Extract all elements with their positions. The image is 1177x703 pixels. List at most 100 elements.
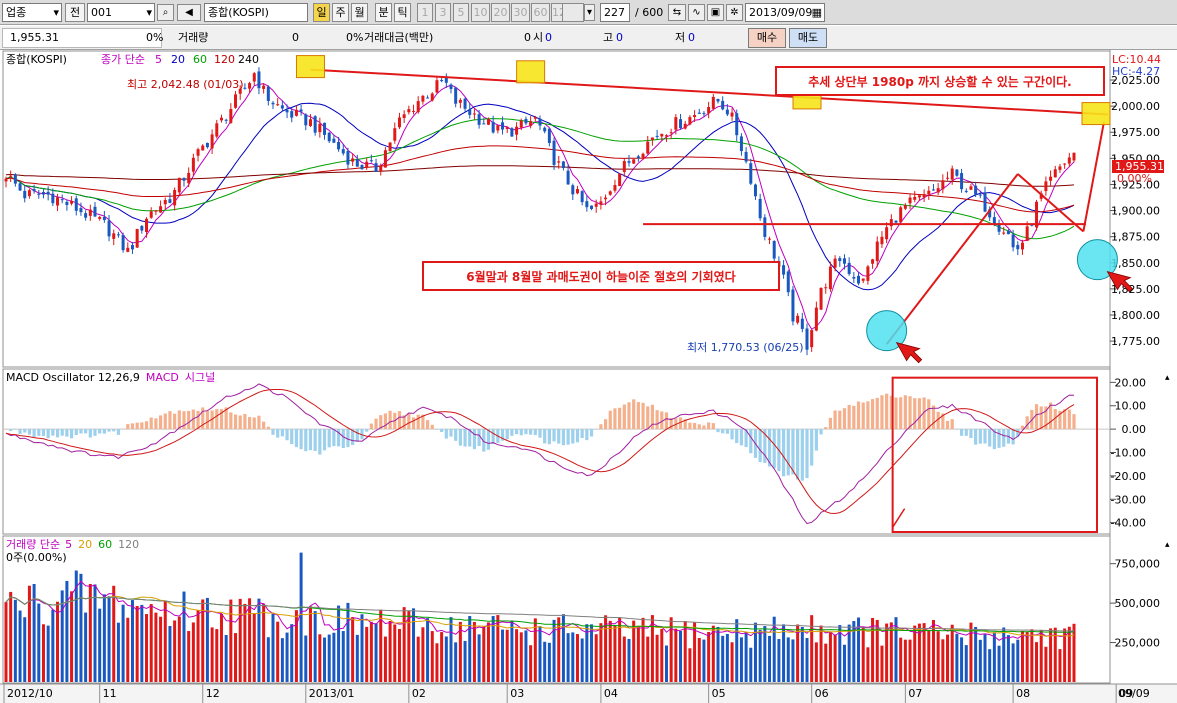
code-input[interactable]: 001 ▾	[87, 3, 155, 22]
candle-body	[969, 186, 973, 190]
candle-body	[276, 104, 280, 106]
macd-osc-bar	[936, 411, 940, 430]
volume-bar	[936, 631, 940, 682]
macd-osc-bar	[618, 407, 622, 430]
search-icon[interactable]: ⌕	[157, 4, 174, 21]
macd-osc-bar	[557, 429, 561, 444]
custom-period-input[interactable]	[562, 3, 584, 22]
candle-body	[191, 157, 195, 172]
callout-top-box	[775, 66, 1105, 96]
candle-body	[266, 86, 270, 102]
volume-bar	[482, 626, 486, 682]
volume-bar	[280, 638, 284, 682]
macd-osc-bar	[41, 429, 46, 437]
candle-body	[688, 117, 692, 125]
period-month-button[interactable]: 월	[351, 3, 368, 22]
macd-osc-bar	[243, 413, 247, 430]
volume-bar	[796, 624, 800, 682]
minute-1-button[interactable]: 1	[417, 3, 433, 22]
expand-icon[interactable]: ▴	[1165, 540, 1170, 550]
compare-icon[interactable]: ⇆	[668, 4, 686, 21]
volume-bar	[23, 617, 27, 682]
candle-body	[435, 80, 439, 93]
macd-osc-bar	[276, 429, 280, 438]
macd-osc-bar	[215, 409, 219, 430]
minute-20-button[interactable]: 20	[491, 3, 510, 22]
volume-bar	[1006, 635, 1010, 682]
chevron-down-icon[interactable]: ▾	[584, 4, 595, 21]
macd-osc-bar	[1048, 402, 1053, 430]
candle-body	[262, 85, 266, 89]
volume-bar	[753, 622, 757, 682]
open-label: 시	[533, 31, 544, 44]
macd-osc-bar	[767, 429, 772, 467]
volume-bar	[234, 633, 238, 682]
volume-bar	[894, 617, 898, 682]
candle-body	[304, 114, 308, 126]
volume-bar	[130, 600, 134, 682]
volume-bar	[515, 629, 519, 682]
volume-bar	[852, 621, 856, 682]
volume-bar	[332, 632, 336, 682]
candle-body	[187, 172, 191, 184]
buy-button[interactable]: 매수	[748, 28, 786, 48]
x-tick-label: 05	[712, 687, 726, 700]
minute-60-button[interactable]: 60	[531, 3, 550, 22]
candle-body	[27, 190, 31, 197]
macd-osc-bar	[711, 423, 715, 430]
chart-settings-icon[interactable]: ∿	[688, 4, 705, 21]
volume-bar	[383, 636, 387, 682]
speaker-icon[interactable]: ◀	[177, 4, 201, 21]
volume-bar	[304, 635, 308, 682]
candle-body	[135, 229, 139, 248]
minute-5-button[interactable]: 5	[453, 3, 469, 22]
macd-osc-bar	[491, 429, 495, 444]
ma-120-label: 120	[214, 53, 235, 66]
period-day-button[interactable]: 일	[313, 3, 330, 22]
volume-bar	[950, 624, 954, 682]
prev-button[interactable]: 전	[65, 3, 85, 22]
expand-icon[interactable]: ▴	[1165, 373, 1170, 383]
market-select[interactable]: 업종 ▾	[2, 3, 62, 22]
amount-label: 거래대금(백만)	[364, 31, 434, 44]
macd-osc-bar	[51, 429, 55, 436]
macd-osc-bar	[866, 401, 870, 430]
volume-panel-title: 거래량 단순 5 20 60 120	[6, 538, 139, 551]
macd-osc-bar	[955, 429, 959, 430]
candle-body	[753, 184, 757, 197]
count-input[interactable]: 227	[600, 3, 630, 22]
volume-bar	[290, 624, 294, 682]
macd-osc-bar	[1039, 406, 1043, 430]
sell-button[interactable]: 매도	[789, 28, 827, 48]
hc-label: HC:-4.27	[1112, 65, 1160, 78]
save-icon[interactable]: ▣	[707, 4, 724, 21]
lc-label: LC:10.44	[1112, 53, 1161, 66]
period-minute-button[interactable]: 분	[375, 3, 392, 22]
minute-30-button[interactable]: 30	[511, 3, 530, 22]
macd-osc-bar	[678, 417, 683, 430]
macd-osc-bar	[9, 429, 13, 431]
candle-body	[224, 119, 228, 121]
period-tick-button[interactable]: 틱	[394, 3, 411, 22]
candle-body	[468, 109, 472, 115]
period-week-button[interactable]: 주	[332, 3, 349, 22]
macd-osc-label: MACD Oscillator 12,26,9	[6, 371, 140, 384]
volume-bar	[871, 617, 875, 682]
candle-body	[992, 217, 996, 225]
candle-body	[725, 109, 729, 115]
market-select-value: 업종	[6, 6, 27, 19]
macd-tick-label: -30.00	[1111, 493, 1146, 506]
minute-3-button[interactable]: 3	[435, 3, 451, 22]
volume-bar	[238, 598, 242, 682]
minute-10-button[interactable]: 10	[471, 3, 490, 22]
macd-osc-bar	[978, 429, 982, 444]
date-input[interactable]: 2013/09/09 ▦	[745, 3, 825, 22]
volume-bar	[721, 635, 725, 682]
candle-body	[960, 173, 964, 190]
volume-bar	[505, 629, 509, 682]
cursor-arrow-icon	[895, 342, 923, 364]
volume-bar	[252, 613, 256, 682]
gear-icon[interactable]: ✲	[726, 4, 743, 21]
candle-body	[983, 192, 987, 212]
candle-body	[168, 199, 172, 203]
